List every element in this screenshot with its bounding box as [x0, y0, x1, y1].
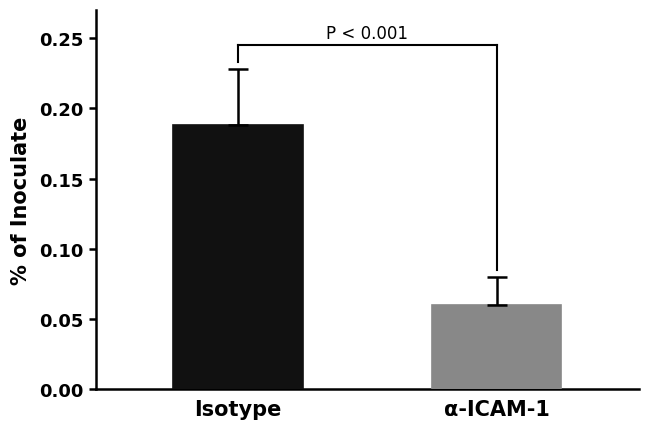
Y-axis label: % of Inoculate: % of Inoculate: [11, 116, 31, 284]
Bar: [174, 126, 303, 389]
Text: P < 0.001: P < 0.001: [326, 25, 408, 43]
Bar: [432, 305, 562, 389]
